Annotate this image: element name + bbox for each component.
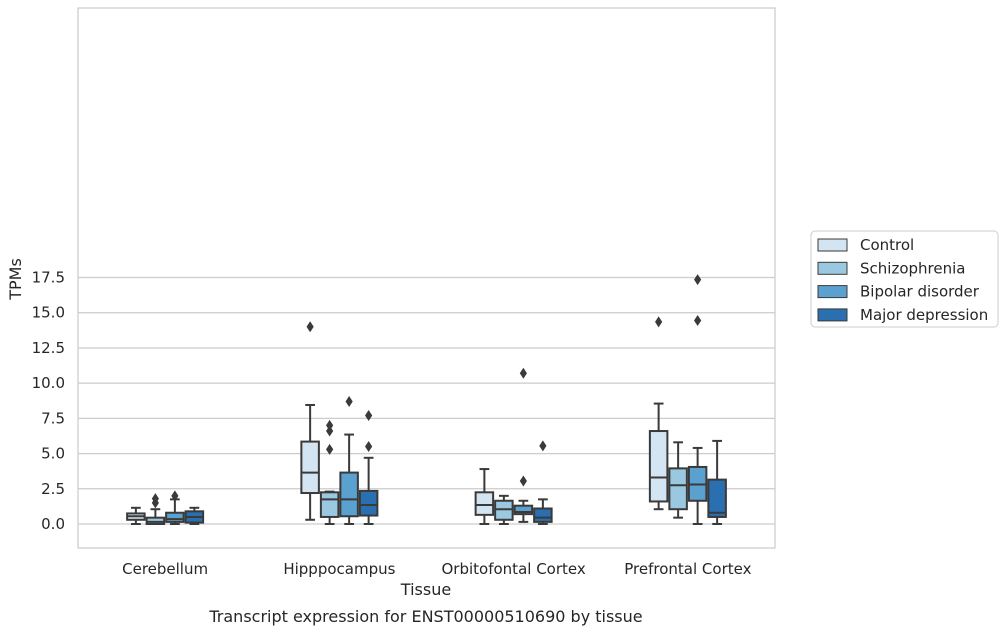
outlier-point bbox=[326, 419, 334, 431]
legend-swatch bbox=[817, 308, 848, 322]
box bbox=[494, 494, 514, 525]
y-tick-label: 7.5 bbox=[41, 409, 65, 427]
y-tick-label: 17.5 bbox=[32, 269, 65, 287]
outlier-point bbox=[326, 425, 334, 437]
box bbox=[184, 506, 205, 525]
box bbox=[319, 419, 340, 525]
box bbox=[358, 410, 379, 525]
box bbox=[300, 321, 320, 521]
box-iqr bbox=[494, 499, 514, 521]
box bbox=[474, 468, 495, 525]
box-iqr bbox=[145, 516, 166, 525]
y-axis-label: TPMs bbox=[6, 258, 25, 301]
x-tick-labels: Cerebellum Hipppocampus Orbitofontal Corte… bbox=[122, 560, 751, 578]
box-iqr bbox=[513, 504, 534, 516]
legend-frame bbox=[810, 230, 999, 328]
box-iqr bbox=[533, 507, 553, 523]
box-iqr bbox=[339, 471, 359, 518]
boxes bbox=[126, 274, 727, 525]
y-tick-label: 5.0 bbox=[41, 445, 65, 463]
x-tick-label: Cerebellum bbox=[122, 560, 208, 578]
box bbox=[126, 506, 146, 525]
box bbox=[339, 395, 359, 525]
outlier-point bbox=[519, 475, 527, 487]
y-tick-label: 15.0 bbox=[32, 304, 65, 322]
x-tick-label: Orbitofontal Cortex bbox=[442, 560, 586, 578]
box-iqr bbox=[319, 491, 340, 518]
x-tick-label: Hipppocampus bbox=[283, 560, 395, 578]
box-iqr bbox=[165, 511, 185, 523]
legend-swatch bbox=[817, 238, 848, 252]
box-iqr bbox=[474, 491, 495, 516]
box bbox=[165, 490, 185, 525]
outlier-point bbox=[151, 493, 159, 505]
box bbox=[707, 439, 727, 525]
box bbox=[145, 493, 166, 525]
outlier-point bbox=[365, 441, 373, 453]
box-iqr bbox=[648, 430, 669, 503]
box-iqr bbox=[358, 489, 379, 517]
box-iqr bbox=[668, 467, 688, 511]
legend-swatch bbox=[817, 261, 848, 275]
chart-caption: Transcript expression for ENST0000051069… bbox=[208, 607, 642, 626]
outlier-point bbox=[694, 314, 702, 326]
outlier-point bbox=[539, 440, 547, 452]
legend-label: Bipolar disorder bbox=[860, 283, 980, 301]
box bbox=[533, 440, 553, 525]
y-tick-labels: 0.0 2.5 5.0 7.5 10.0 12.5 15.0 17.5 bbox=[32, 269, 65, 533]
outlier-point bbox=[326, 443, 334, 455]
box-iqr bbox=[707, 478, 727, 518]
y-tick-label: 10.0 bbox=[32, 374, 65, 392]
outlier-point bbox=[655, 316, 663, 328]
y-tick-label: 2.5 bbox=[41, 480, 65, 498]
box bbox=[668, 441, 688, 519]
x-tick-label: Prefrontal Cortex bbox=[624, 560, 751, 578]
outlier-point bbox=[519, 367, 527, 379]
legend-label: Schizophrenia bbox=[860, 259, 965, 277]
outlier-point bbox=[694, 274, 702, 286]
legend: Control Schizophrenia Bipolar disorder Majo… bbox=[810, 230, 999, 328]
y-tick-label: 12.5 bbox=[32, 339, 65, 357]
box-iqr bbox=[300, 440, 320, 495]
legend-label: Major depression bbox=[860, 306, 988, 324]
legend-swatch bbox=[817, 285, 848, 299]
x-axis-label: Tissue bbox=[400, 580, 451, 599]
outlier-point bbox=[306, 321, 314, 333]
outlier-point bbox=[171, 490, 179, 502]
y-tick-label: 0.0 bbox=[41, 515, 65, 533]
outlier-point bbox=[365, 410, 373, 422]
box bbox=[648, 316, 669, 511]
legend-label: Control bbox=[860, 236, 914, 254]
box bbox=[513, 367, 534, 523]
plot-frame bbox=[77, 7, 776, 549]
box bbox=[687, 274, 708, 525]
outlier-point bbox=[345, 395, 353, 407]
